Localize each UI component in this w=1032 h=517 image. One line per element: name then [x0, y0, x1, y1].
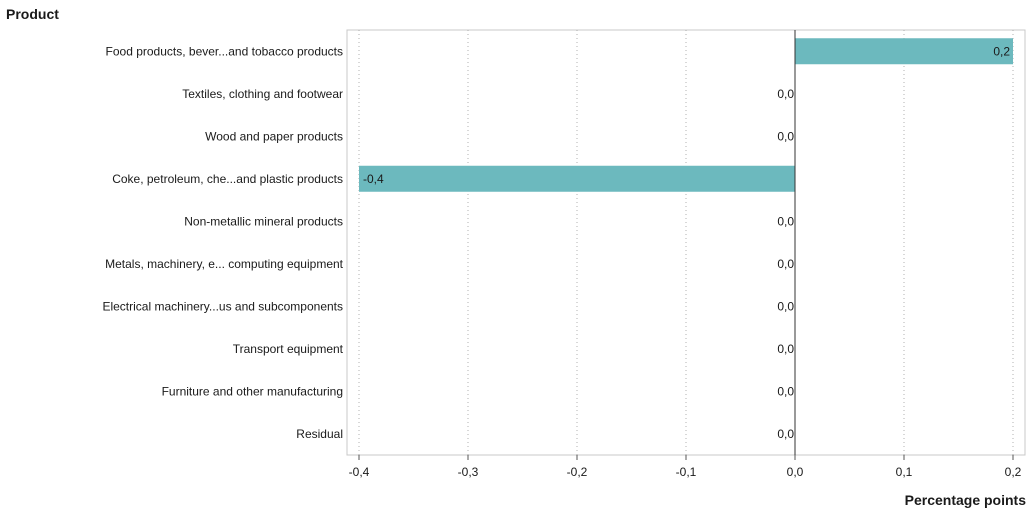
category-label: Residual [296, 427, 343, 441]
data-label: 0,0 [777, 214, 794, 228]
y-axis-title: Product [6, 6, 59, 22]
x-tick-label: -0,3 [458, 465, 479, 479]
data-label: -0,4 [363, 172, 384, 186]
category-label: Food products, bever...and tobacco produ… [106, 44, 343, 58]
data-label: 0,0 [777, 299, 794, 313]
data-label: 0,0 [777, 257, 794, 271]
x-tick-label: 0,0 [787, 465, 804, 479]
x-tick-label: 0,1 [896, 465, 913, 479]
category-label: Furniture and other manufacturing [162, 384, 343, 398]
category-label: Electrical machinery...us and subcompone… [102, 299, 343, 313]
x-tick-label: -0,1 [676, 465, 697, 479]
data-label: 0,0 [777, 87, 794, 101]
x-tick-label: -0,2 [567, 465, 588, 479]
category-label: Non-metallic mineral products [184, 214, 343, 228]
data-label: 0,0 [777, 342, 794, 356]
bar [359, 165, 795, 192]
bar [795, 38, 1013, 65]
x-tick-label: 0,2 [1005, 465, 1022, 479]
category-label: Transport equipment [233, 342, 344, 356]
data-label: 0,0 [777, 384, 794, 398]
x-axis-title: Percentage points [904, 492, 1026, 508]
category-label: Wood and paper products [205, 129, 343, 143]
x-tick-label: -0,4 [349, 465, 370, 479]
data-label: 0,2 [993, 44, 1010, 58]
category-label: Metals, machinery, e... computing equipm… [105, 257, 344, 271]
data-label: 0,0 [777, 129, 794, 143]
category-label: Textiles, clothing and footwear [182, 87, 343, 101]
category-label: Coke, petroleum, che...and plastic produ… [112, 172, 343, 186]
data-label: 0,0 [777, 427, 794, 441]
